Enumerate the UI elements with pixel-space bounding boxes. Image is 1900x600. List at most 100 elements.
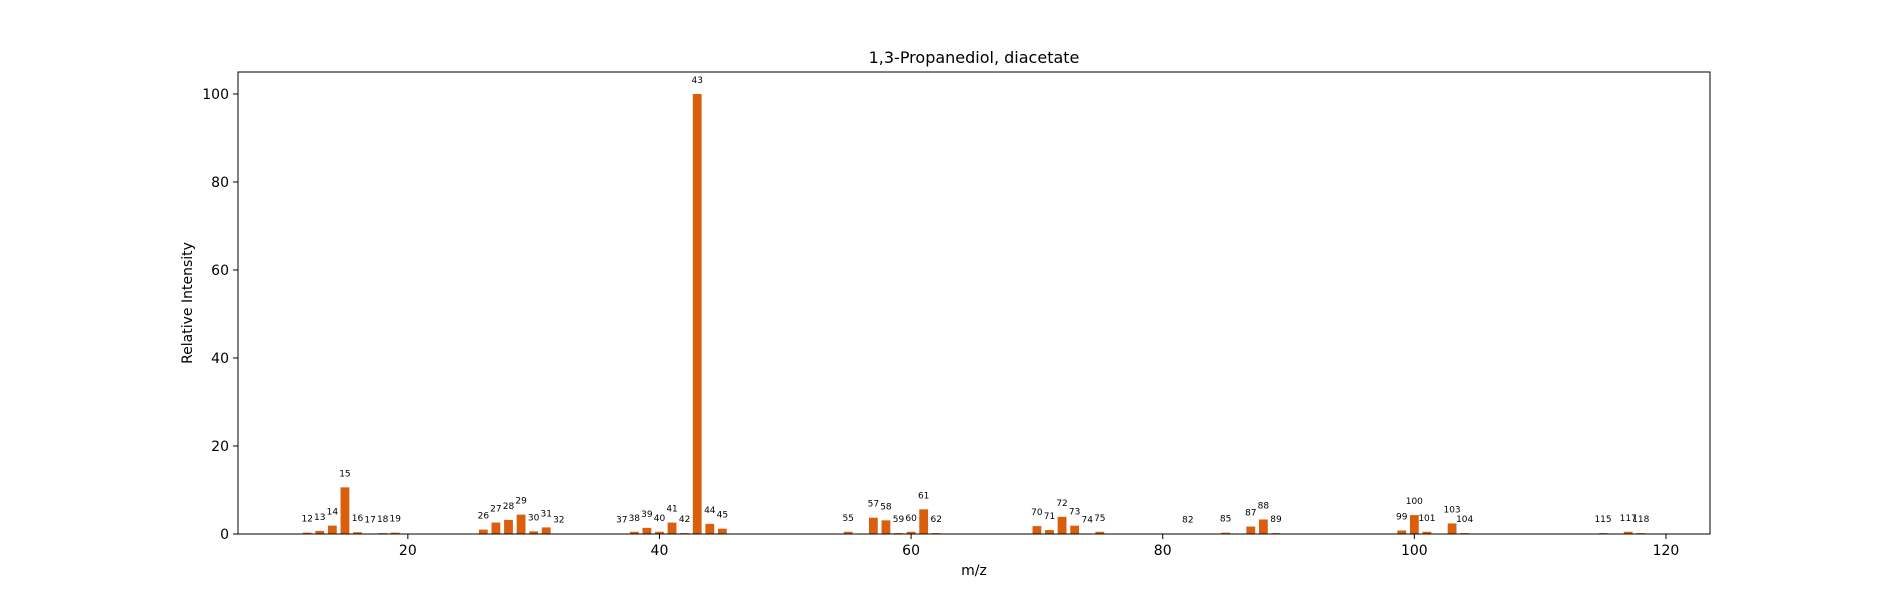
x-tick-label: 100 bbox=[1401, 543, 1428, 559]
bar-mz-55 bbox=[843, 531, 853, 534]
bar-label-mz-85: 85 bbox=[1220, 515, 1231, 525]
bar-mz-117 bbox=[1623, 531, 1633, 534]
bar-label-mz-88: 88 bbox=[1258, 501, 1270, 511]
bar-label-mz-104: 104 bbox=[1456, 515, 1473, 525]
bar-mz-100 bbox=[1409, 515, 1419, 534]
bar-mz-75 bbox=[1095, 531, 1105, 534]
bar-label-mz-39: 39 bbox=[641, 510, 653, 520]
bar-mz-73 bbox=[1070, 525, 1080, 534]
bar-label-mz-30: 30 bbox=[528, 513, 540, 523]
bar-label-mz-60: 60 bbox=[905, 514, 917, 524]
bar-mz-30 bbox=[529, 531, 539, 534]
bar-label-mz-101: 101 bbox=[1418, 514, 1435, 524]
bar-mz-14 bbox=[327, 525, 337, 534]
bar-label-mz-17: 17 bbox=[364, 516, 375, 526]
plot-area bbox=[238, 72, 1710, 534]
bar-label-mz-58: 58 bbox=[880, 502, 892, 512]
bar-label-mz-75: 75 bbox=[1094, 514, 1105, 524]
bar-mz-12 bbox=[302, 532, 312, 534]
bar-mz-99 bbox=[1397, 530, 1407, 534]
bar-mz-26 bbox=[478, 529, 488, 534]
bar-label-mz-38: 38 bbox=[629, 514, 641, 524]
bar-label-mz-87: 87 bbox=[1245, 509, 1256, 519]
bar-mz-58 bbox=[881, 520, 891, 534]
bar-mz-71 bbox=[1045, 530, 1054, 534]
y-tick-label: 100 bbox=[202, 87, 229, 103]
y-tick-label: 20 bbox=[211, 439, 229, 455]
bar-label-mz-62: 62 bbox=[931, 515, 942, 525]
bar-mz-57 bbox=[868, 517, 878, 534]
bar-mz-43 bbox=[692, 94, 702, 534]
y-tick-label: 80 bbox=[211, 175, 229, 191]
bar-mz-45 bbox=[717, 528, 727, 534]
bar-label-mz-12: 12 bbox=[301, 515, 312, 525]
bar-label-mz-37: 37 bbox=[616, 516, 627, 526]
bar-label-mz-70: 70 bbox=[1031, 508, 1043, 518]
bar-label-mz-45: 45 bbox=[717, 511, 728, 521]
y-tick-label: 40 bbox=[211, 351, 229, 367]
bar-label-mz-13: 13 bbox=[314, 513, 325, 523]
bar-mz-27 bbox=[491, 522, 501, 534]
bar-mz-87 bbox=[1246, 526, 1256, 534]
bar-label-mz-71: 71 bbox=[1044, 512, 1055, 522]
bar-label-mz-41: 41 bbox=[666, 505, 677, 515]
bar-mz-13 bbox=[315, 530, 325, 534]
bar-label-mz-18: 18 bbox=[377, 515, 389, 525]
y-axis-ticks: 0 20 40 60 80 100 bbox=[202, 87, 238, 543]
bar-label-mz-118: 118 bbox=[1632, 515, 1649, 525]
x-tick-label: 40 bbox=[651, 543, 669, 559]
bar-label-mz-59: 59 bbox=[893, 515, 905, 525]
bar-mz-31 bbox=[541, 527, 551, 534]
x-tick-label: 80 bbox=[1154, 543, 1172, 559]
bar-label-mz-55: 55 bbox=[842, 514, 853, 524]
bar-mz-16 bbox=[353, 532, 362, 534]
bar-label-mz-16: 16 bbox=[352, 514, 364, 524]
y-tick-label: 60 bbox=[211, 263, 229, 279]
bar-label-mz-26: 26 bbox=[478, 512, 490, 522]
bar-label-mz-89: 89 bbox=[1270, 515, 1282, 525]
bar-mz-103 bbox=[1447, 523, 1457, 534]
bar-label-mz-15: 15 bbox=[339, 469, 350, 479]
bar-label-mz-99: 99 bbox=[1396, 512, 1408, 522]
x-axis-label: m/z bbox=[961, 563, 987, 579]
bar-label-mz-117: 117 bbox=[1620, 514, 1637, 524]
bar-label-mz-82: 82 bbox=[1182, 516, 1193, 526]
bar-mz-70 bbox=[1032, 526, 1042, 534]
x-tick-label: 120 bbox=[1653, 543, 1680, 559]
bar-mz-39 bbox=[642, 527, 652, 534]
bar-mz-19 bbox=[390, 532, 400, 534]
bar-label-mz-42: 42 bbox=[679, 515, 690, 525]
bar-label-mz-29: 29 bbox=[515, 497, 527, 507]
y-tick-label: 0 bbox=[220, 527, 229, 543]
bar-mz-85 bbox=[1221, 532, 1231, 534]
bar-label-mz-100: 100 bbox=[1406, 497, 1423, 507]
bar-mz-88 bbox=[1258, 519, 1268, 534]
bar-mz-61 bbox=[919, 509, 929, 534]
plot-frame bbox=[237, 71, 1711, 535]
bar-label-mz-19: 19 bbox=[390, 515, 402, 525]
bar-label-mz-61: 61 bbox=[918, 491, 929, 501]
x-tick-label: 60 bbox=[902, 543, 920, 559]
bar-label-mz-40: 40 bbox=[654, 514, 666, 524]
bar-label-mz-115: 115 bbox=[1594, 515, 1611, 525]
bar-label-mz-31: 31 bbox=[541, 509, 552, 519]
bar-mz-28 bbox=[504, 519, 513, 534]
bar-mz-40 bbox=[655, 531, 664, 534]
x-axis-ticks: 20 40 60 80 100 120 bbox=[399, 534, 1679, 559]
bar-label-mz-28: 28 bbox=[503, 502, 515, 512]
bar-label-mz-72: 72 bbox=[1056, 499, 1067, 509]
bar-label-mz-73: 73 bbox=[1069, 508, 1080, 518]
bar-mz-15 bbox=[340, 487, 350, 534]
chart-title: 1,3-Propanediol, diacetate bbox=[869, 48, 1080, 67]
bar-mz-72 bbox=[1057, 516, 1067, 534]
bar-label-mz-44: 44 bbox=[704, 506, 716, 516]
bar-mz-44 bbox=[705, 523, 715, 534]
bar-label-mz-74: 74 bbox=[1082, 516, 1094, 526]
bar-label-mz-103: 103 bbox=[1443, 505, 1460, 515]
bar-mz-29 bbox=[516, 514, 526, 534]
y-axis-label: Relative Intensity bbox=[180, 242, 196, 364]
bar-label-mz-14: 14 bbox=[327, 508, 339, 518]
bar-mz-60 bbox=[906, 531, 916, 534]
